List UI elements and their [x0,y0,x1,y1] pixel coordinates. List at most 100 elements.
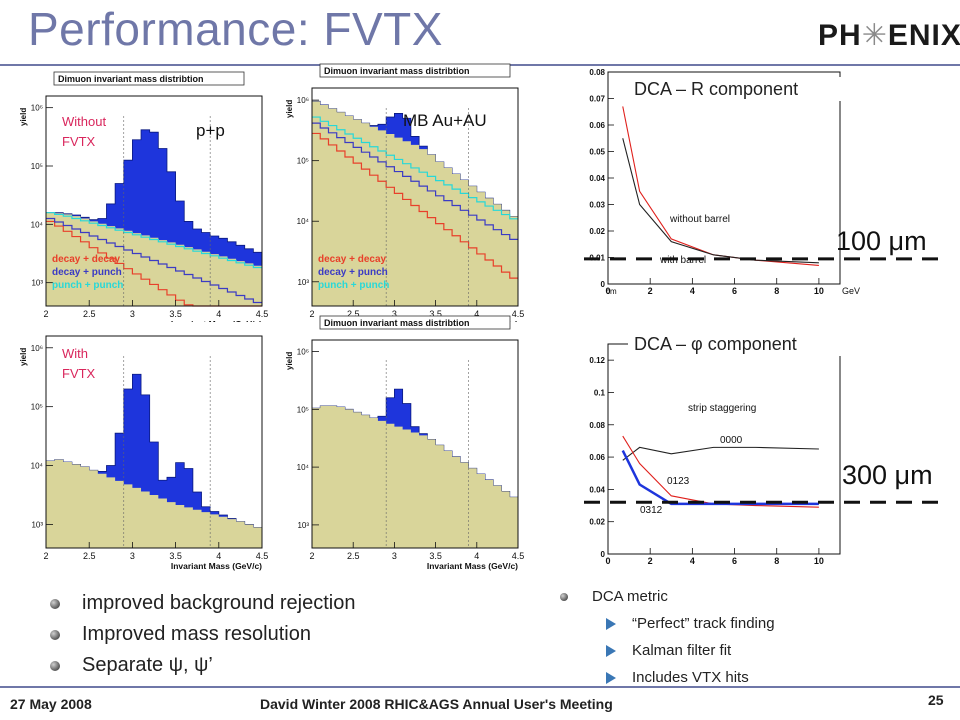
y-tick-label: 0.06 [589,121,605,130]
y-tick-label: 10⁶ [31,104,43,113]
slide-title: Performance: FVTX [28,3,443,55]
dca-series-without-barrel [622,106,819,266]
bullet-text: Improved mass resolution [82,623,311,645]
y-tick-label: 0.08 [589,68,605,77]
x-tick-label: 4 [690,286,695,296]
dca-panels: 00.010.020.030.040.050.060.070.080246810… [584,68,942,566]
x-tick-label: 2 [43,551,48,561]
histogram-title: Dimuon invariant mass distribtion [324,318,470,328]
legend-entry: decay + punch [52,267,122,278]
resolution-marker-label: 100 μm [836,226,927,256]
y-tick-label: 0.04 [589,174,605,183]
bullet-text: DCA metric [592,588,668,605]
mass-histogram-pp-with-fvtx: 2 2.5 3 3.5 4 4.5 10³ 10⁴ 10⁵ 10⁶ Invariant Mass (… [19,322,268,571]
bullet-ball-icon [50,660,60,671]
y-unit-label: cm [606,287,617,296]
dca-series-0312 [621,450,819,506]
x-tick-label: 2 [648,556,653,566]
axes-frame [311,87,519,307]
dca-series-0000 [622,446,819,461]
dca-series-0123 [622,435,819,508]
y-tick-label: 10⁵ [297,157,309,166]
y-tick-label: 0.03 [589,201,605,210]
x-tick-label: 2 [43,309,48,319]
dca-title: DCA – φ component [634,334,797,354]
x-axis-label: Invariant Mass (GeV/c) [171,561,262,571]
mass-histogram-auau-with-fvtx: Dimuon invariant mass distribtion 2 2.5 3 3.… [284,315,524,571]
x-tick-label: 10 [814,286,824,296]
bullet-text: improved background rejection [82,592,356,614]
component-line-decay-punch [312,122,518,240]
y-axis-label: yield [285,100,294,118]
fvtx-tag-line2: FVTX [62,366,96,381]
bullet-text: Separate ψ, ψ’ [82,654,213,676]
collision-tag-pp: p+p [196,121,225,140]
x-tick-label: 3 [392,551,397,561]
dca-plot-dca-phi: 0 0.02 0.04 0.06 0.08 0.1 0.12 0 2 4 6 8 10 strip sta… [584,332,942,566]
background-histogram [46,459,262,548]
x-tick-label: 6 [732,556,737,566]
y-tick-label: 0 [601,550,606,559]
y-tick-label: 10⁶ [297,348,309,357]
dca-title-background [628,77,850,101]
legend-entry: decay + decay [318,254,387,265]
bullet-ball-icon [50,629,60,640]
x-tick-label: 0 [605,556,610,566]
sub-bullet-item: Includes VTX hits [560,664,775,691]
bullet-text: Includes VTX hits [632,669,749,686]
x-unit-label: GeV [842,286,860,296]
y-tick-label: 0.06 [589,453,605,462]
legend-entry: punch + punch [52,280,123,291]
dca-plot-dca-r: 00.010.020.030.040.050.060.070.080246810… [584,68,942,296]
resolution-marker-label: 300 μm [842,460,933,490]
background-histogram [312,405,518,548]
y-tick-label: 0.05 [589,148,605,157]
x-tick-label: 10 [814,556,824,566]
histogram-title: Dimuon invariant mass distribtion [324,66,470,76]
logo-right: ENIX [887,19,960,52]
x-tick-label: 4 [690,556,695,566]
y-tick-label: 0 [601,280,606,289]
y-tick-label: 10⁵ [31,403,43,412]
y-tick-label: 10⁵ [31,162,43,171]
x-tick-label: 3.5 [429,551,442,561]
arrow-bullet-icon [606,617,616,630]
x-tick-label: 4.5 [256,309,269,319]
x-tick-label: 2 [309,551,314,561]
x-tick-label: 4 [216,551,221,561]
component-line-decay-punch [46,217,262,304]
y-tick-label: 10⁵ [297,405,309,414]
y-tick-label: 0.02 [589,518,605,527]
bullet-item: Improved mass resolution [50,619,356,650]
legend-entry: punch + punch [318,280,389,291]
fvtx-tag-line1: With [62,346,88,361]
footer-date: 27 May 2008 [10,696,92,712]
fvtx-tag-line2: FVTX [62,134,96,149]
sub-bullet-item: Kalman filter fit [560,637,775,664]
x-tick-label: 4.5 [256,551,269,561]
x-tick-label: 4.5 [512,309,525,319]
series-annotation: without barrel [669,214,730,225]
logo-burst-icon: ✳ [861,19,888,52]
x-tick-label: 4 [474,551,479,561]
right-bullet-list: DCA metric “Perfect” track finding Kalma… [560,583,775,691]
axes-frame [607,71,841,285]
histogram-title: Dimuon invariant mass distribtion [58,74,204,84]
x-tick-label: 3 [392,309,397,319]
component-line-punch-punch [312,116,518,220]
x-axis-label: Invariant Mass (GeV/c) [427,561,518,571]
mass-histogram-auau-without-fvtx: Dimuon invariant mass distribtion 2 2.5 3 3.… [284,63,525,329]
legend-entry: decay + decay [52,254,121,265]
y-tick-label: 10⁴ [297,217,310,226]
x-tick-label: 2 [309,309,314,319]
x-tick-label: 2.5 [83,551,96,561]
series-annotation: 0123 [667,476,690,487]
y-tick-label: 10³ [297,521,309,530]
x-tick-label: 3.5 [429,309,442,319]
y-tick-label: 0.07 [589,95,605,104]
y-tick-label: 10³ [31,520,43,529]
dca-series-with-barrel [622,138,819,264]
y-tick-label: 10⁴ [297,463,310,472]
axes-frame [311,339,519,549]
y-tick-label: 10⁶ [297,96,309,105]
